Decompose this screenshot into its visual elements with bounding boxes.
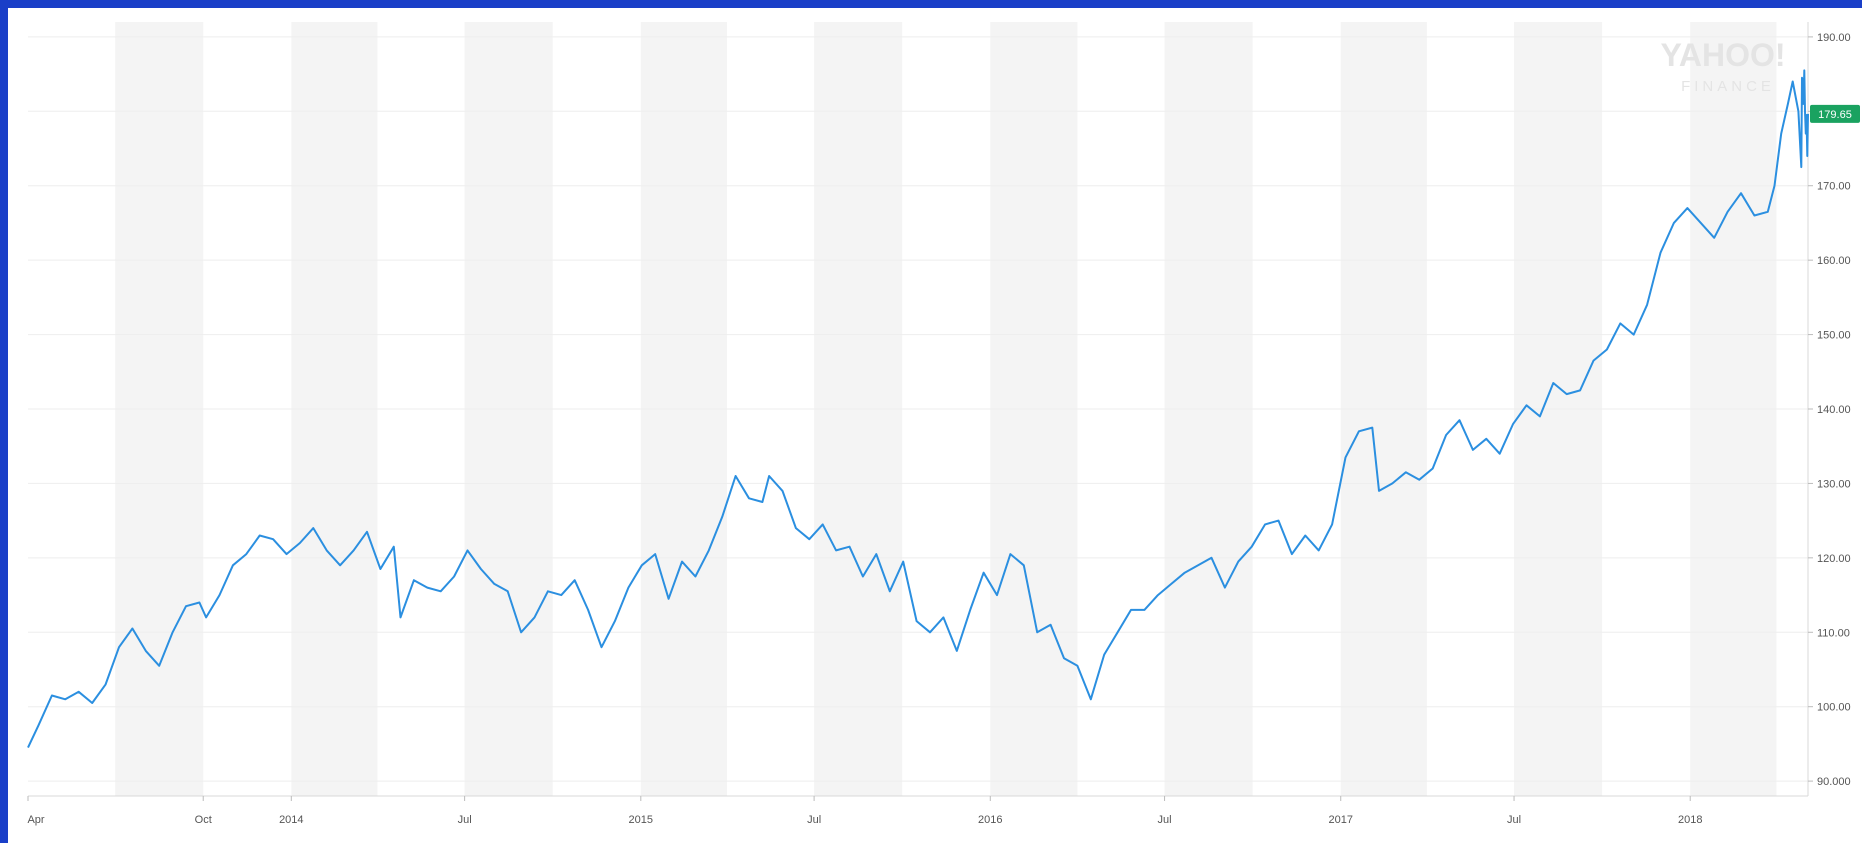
watermark-sub: FINANCE [1681, 78, 1775, 95]
x-tick-label: 2017 [1328, 814, 1352, 826]
last-price-marker: 179.65 [1810, 104, 1860, 123]
chart-frame: YAHOO! FINANCE 190.00180.00170.00160.001… [8, 8, 1862, 843]
y-tick-label: 90.000 [1817, 776, 1851, 788]
horizontal-gridlines [28, 36, 1808, 782]
y-tick-label: 110.00 [1817, 627, 1850, 639]
yahoo-finance-watermark: YAHOO! FINANCE [1660, 37, 1785, 95]
y-tick-label: 130.00 [1817, 478, 1851, 490]
x-tick-label: 2015 [629, 814, 653, 826]
watermark-brand: YAHOO! [1660, 37, 1785, 73]
y-tick-label: 100.00 [1817, 702, 1851, 714]
y-tick-label: 160.00 [1817, 255, 1851, 267]
x-axis-ticks: Apr Oct 2014 Jul 2015 Jul 2016 Jul 2017 Jul 2018 [27, 796, 1702, 826]
price-chart[interactable]: YAHOO! FINANCE 190.00180.00170.00160.001… [8, 8, 1862, 843]
last-price-badge [1810, 104, 1860, 123]
x-tick-label: Jul [807, 814, 821, 826]
y-tick-label: 150.00 [1817, 330, 1851, 342]
y-axis-ticks: 190.00180.00170.00160.00150.00140.00130.… [1808, 32, 1851, 788]
last-price-label: 179.65 [1818, 109, 1852, 121]
x-tick-label: Jul [1158, 814, 1172, 826]
x-tick-label: 2016 [978, 814, 1002, 826]
y-tick-label: 170.00 [1817, 181, 1851, 193]
x-tick-label: Oct [195, 814, 212, 826]
x-tick-label: 2014 [279, 814, 303, 826]
x-tick-label: Jul [1507, 814, 1521, 826]
x-tick-label: Jul [458, 814, 472, 826]
y-tick-label: 140.00 [1817, 404, 1851, 416]
price-series-line [27, 69, 1809, 749]
y-tick-label: 120.00 [1817, 553, 1851, 565]
x-tick-label: Apr [27, 814, 44, 826]
y-tick-label: 190.00 [1817, 32, 1851, 44]
x-tick-label: 2018 [1678, 814, 1702, 826]
